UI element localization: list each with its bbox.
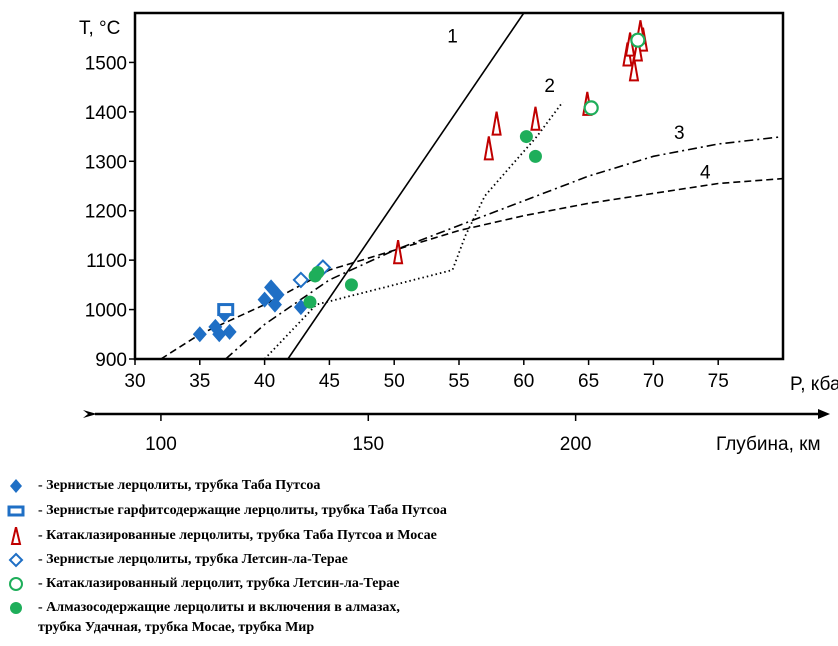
legend-item-4: - Зернистые лерцолиты, трубка Летсин-ла-… <box>0 550 838 570</box>
point-diamond-filled <box>222 323 237 340</box>
depth-tick-label: 200 <box>560 434 592 455</box>
legend-label-5: - Катаклазированный лерцолит, трубка Лет… <box>38 576 400 591</box>
curve-label: 2 <box>544 76 555 97</box>
point-circle-open <box>630 32 646 48</box>
depth-axis-tail <box>83 410 97 418</box>
y-axis-ticks: 900 1000 1100 1200 1300 1400 1500 <box>85 53 135 371</box>
point-circle-open <box>583 100 599 116</box>
curve-1 <box>287 13 525 359</box>
y-tick-label: 1100 <box>86 251 127 272</box>
legend-label-3: - Катаклазированные лерцолиты, трубка Та… <box>38 528 437 543</box>
curve-label: 3 <box>674 123 685 144</box>
x-tick-label: 35 <box>189 371 210 392</box>
point-circle-filled <box>519 130 533 144</box>
y-tick-label: 900 <box>95 350 127 371</box>
x-axis-ticks: 30 35 40 45 50 55 60 65 70 75 <box>124 359 729 392</box>
point-triangle-open <box>483 136 494 161</box>
y-tick-label: 1000 <box>85 301 127 322</box>
point-diamond-filled <box>257 291 272 308</box>
x-tick-label: 30 <box>124 371 145 392</box>
point-rect-open <box>217 303 235 317</box>
point-triangle-open <box>392 240 404 265</box>
depth-axis: 100 150 200 Глубина, км <box>83 409 830 455</box>
legend-label-4: - Зернистые лерцолиты, трубка Летсин-ла-… <box>38 552 348 567</box>
curve-label: 1 <box>447 27 458 48</box>
point-triangle-open <box>491 111 502 136</box>
depth-axis-ticks: 100 150 200 <box>145 414 591 455</box>
curves-group <box>160 13 783 359</box>
point-diamond-filled <box>192 326 207 343</box>
x-tick-label: 40 <box>254 371 275 392</box>
legend-label-6: - Алмазосодержащие лерцолиты и включения… <box>38 600 400 615</box>
x-tick-label: 70 <box>643 371 664 392</box>
point-triangle-open <box>530 106 541 131</box>
diamond-filled-icon <box>10 479 22 493</box>
point-triangle-open <box>632 37 644 62</box>
legend-item-5: - Катаклазированный лерцолит, трубка Лет… <box>0 574 838 594</box>
y-tick-label: 1300 <box>85 152 127 173</box>
curve-2 <box>263 101 564 359</box>
point-diamond-filled <box>270 286 285 303</box>
y-tick-label: 1500 <box>85 53 127 74</box>
point-circle-filled <box>311 266 325 279</box>
curve-3 <box>225 135 783 359</box>
rect-open-icon <box>7 505 25 517</box>
legend-item-1: - Зернистые лерцолиты, трубка Таба Путсо… <box>0 476 838 496</box>
curve-label: 4 <box>700 163 711 184</box>
x-tick-label: 60 <box>513 371 534 392</box>
x-axis-label: P, кбар <box>790 374 838 395</box>
x-tick-label: 65 <box>578 371 599 392</box>
legend-label-2: - Зернистые гарфитсодержащие лерцолиты, … <box>38 503 447 518</box>
legend-item-3: - Катаклазированные лерцолиты, трубка Та… <box>0 526 838 546</box>
legend-item-2: - Зернистые гарфитсодержащие лерцолиты, … <box>0 501 838 521</box>
points-group <box>192 20 649 343</box>
diamond-open-icon <box>8 552 24 568</box>
point-diamond-filled <box>212 326 227 343</box>
x-tick-label: 45 <box>319 371 340 392</box>
curve-4 <box>160 177 783 359</box>
pt-chart: 30 35 40 45 50 55 60 65 70 75 9001000110012001300… <box>79 11 838 455</box>
x-tick-label: 55 <box>448 371 469 392</box>
depth-tick-label: 100 <box>145 434 177 455</box>
legend-item-6: - Алмазосодержащие лерцолиты и включения… <box>0 598 838 642</box>
y-tick-label: 1200 <box>85 202 127 223</box>
point-circle-filled <box>303 295 317 309</box>
point-triangle-open <box>628 57 640 82</box>
legend: - Зернистые лерцолиты, трубка Таба Путсо… <box>0 470 838 646</box>
point-circle-filled <box>344 278 358 292</box>
triangle-open-icon <box>10 527 22 545</box>
legend-label-1: - Зернистые лерцолиты, трубка Таба Путсо… <box>38 478 321 493</box>
depth-axis-label: Глубина, км <box>716 434 821 455</box>
y-axis-label: T, °C <box>79 18 120 39</box>
point-circle-filled <box>528 149 542 163</box>
point-diamond-open <box>292 271 310 289</box>
x-tick-label: 75 <box>708 371 729 392</box>
depth-axis-arrowhead <box>818 409 830 419</box>
depth-tick-label: 150 <box>352 434 384 455</box>
circle-open-icon <box>9 577 23 591</box>
x-tick-label: 50 <box>384 371 405 392</box>
legend-label-6-line2: трубка Удачная, трубка Мосае, трубка Мир <box>38 620 315 635</box>
circle-filled-icon <box>10 602 22 614</box>
y-tick-label: 1400 <box>85 103 127 124</box>
